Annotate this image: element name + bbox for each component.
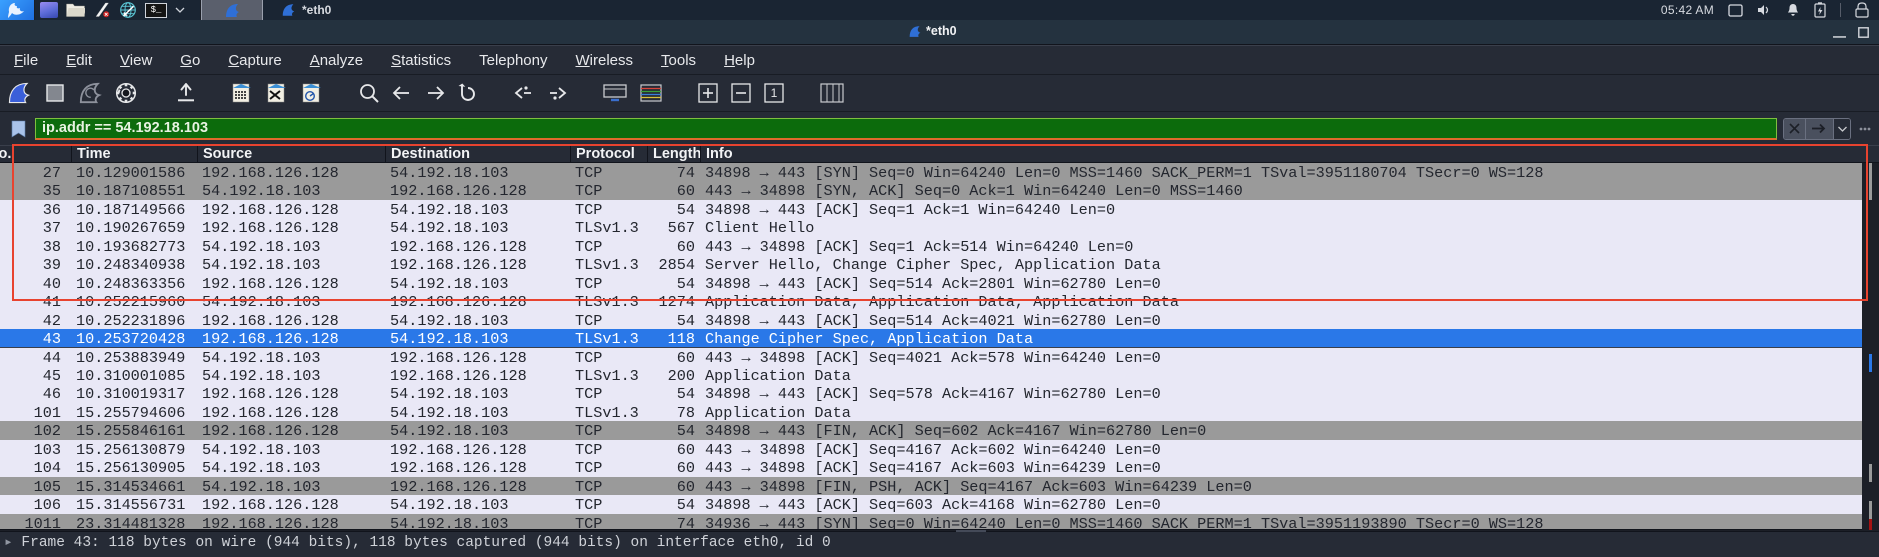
svg-text:1: 1 [771, 86, 778, 100]
